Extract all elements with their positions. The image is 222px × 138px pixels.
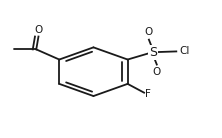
Text: Cl: Cl [179,46,190,56]
Text: O: O [34,25,43,35]
Text: F: F [145,89,151,99]
Text: O: O [145,27,153,37]
Text: O: O [153,67,161,77]
Text: S: S [149,46,157,59]
